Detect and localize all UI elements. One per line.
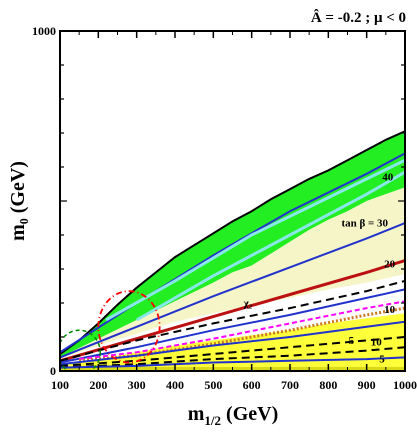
axis-ticks: 100 200 300 400 500 600 700 800 900 1000 0 1000 (32, 24, 417, 392)
series-line-1-cyan (105, 158, 405, 322)
series-line-6-magenta_dashed (79, 300, 405, 361)
annotation-7: 5 (379, 354, 385, 366)
series-line-5-blue (60, 288, 405, 364)
green-dashed-contour (60, 329, 101, 371)
annotation-6: 5 (349, 335, 355, 347)
annotation-1: tan β = 30 (341, 218, 388, 230)
series-line-8-blue (60, 320, 405, 366)
x-tick-label-600: 600 (243, 378, 261, 392)
x-tick-label-500: 500 (204, 378, 222, 392)
x-tick-label-900: 900 (358, 378, 376, 392)
series-line-10-black_dashed (60, 336, 405, 367)
series-line-4-red (60, 259, 405, 363)
series-line-9-black_dashed (60, 279, 405, 362)
annotation-0: 40 (382, 172, 394, 184)
plot-area: 40 tan β = 30 20 χ₂ 10 10 5 5 (60, 130, 405, 371)
annotation-4: 10 (384, 304, 396, 316)
x-tick-label-300: 300 (128, 378, 146, 392)
series-line-2-cyan (135, 170, 405, 322)
x-tick-label-700: 700 (281, 378, 299, 392)
x-axis-label: m1/2 (GeV) (188, 403, 279, 428)
series-line-12-blue (60, 356, 405, 369)
red-dashdot-contour (97, 290, 161, 364)
y-axis-label: m₀ (GeV) (7, 161, 29, 241)
chart-title: Â = -0.2 ; μ < 0 (311, 9, 406, 26)
yellow-region (60, 313, 405, 371)
annotation-2: 20 (384, 258, 396, 270)
y-tick-label-1000: 1000 (32, 24, 56, 38)
y-tick-label-0: 0 (50, 364, 56, 378)
x-tick-label-100: 100 (51, 378, 69, 392)
x-tick-label-800: 800 (319, 378, 337, 392)
annotation-3: χ₂ (243, 297, 253, 309)
x-tick-label-400: 400 (166, 378, 184, 392)
x-tick-label-1000: 1000 (393, 378, 417, 392)
annotation-5: 10 (371, 337, 383, 349)
series-line-3-blue (60, 222, 405, 359)
series-line-11-black_dashed (60, 346, 405, 369)
x-tick-label-200: 200 (89, 378, 107, 392)
excluded-boundary (60, 130, 405, 355)
